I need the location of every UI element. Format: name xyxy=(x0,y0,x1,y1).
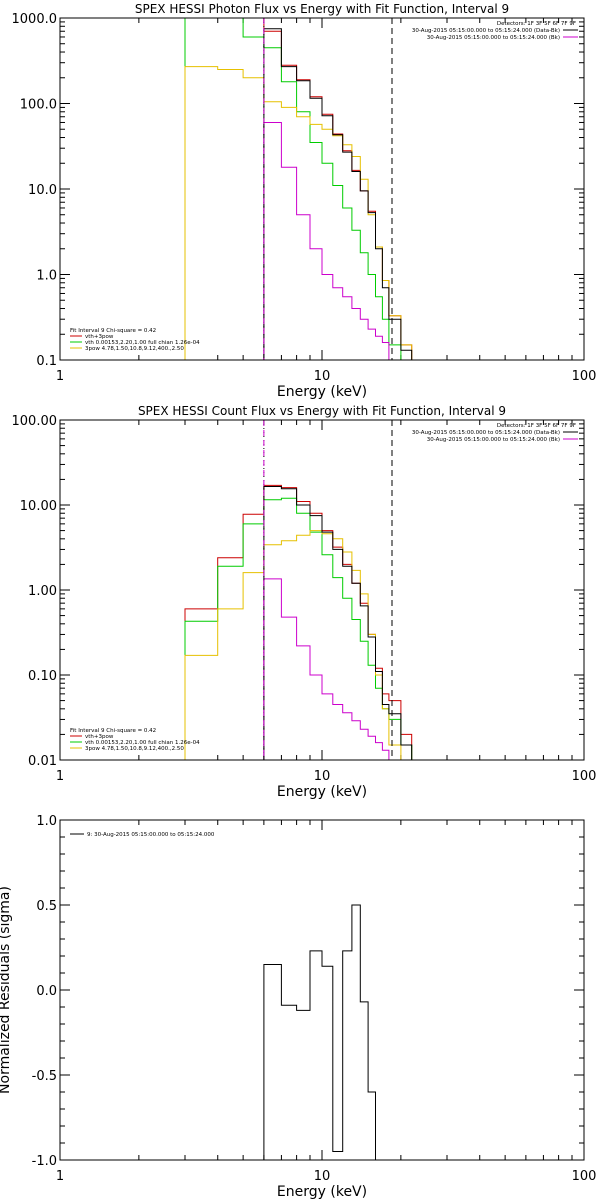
fit-legend-title: Fit Interval 9 Chi-square = 0.42 xyxy=(70,328,156,334)
photon-flux-panel: SPEX HESSI Photon Flux vs Energy with Fi… xyxy=(12,2,597,400)
time-range-label: 30-Aug-2015 05:15:00.000 to 05:15:24.000… xyxy=(427,35,560,41)
time-range-label: 30-Aug-2015 05:15:00.000 to 05:15:24.000… xyxy=(427,437,560,443)
series-line-vth xyxy=(184,497,427,760)
series-line-bk xyxy=(263,122,390,360)
y-tick-label: 10.0 xyxy=(28,183,57,198)
plot-area xyxy=(184,420,427,760)
x-axis-label: Energy (keV) xyxy=(277,384,367,400)
plot-frame xyxy=(59,17,585,361)
legend-label: vth+3pow xyxy=(85,734,114,740)
x-axis-label: Energy (keV) xyxy=(277,784,367,800)
y-tick-label: 1.00 xyxy=(28,584,57,599)
x-tick-label: 10 xyxy=(314,1169,331,1184)
y-tick-label: 100.00 xyxy=(12,414,58,429)
y-tick-label: 0.5 xyxy=(36,899,57,914)
count-flux-panel: SPEX HESSI Count Flux vs Energy with Fit… xyxy=(12,404,597,800)
time-range-label: 30-Aug-2015 05:15:00.000 to 05:15:24.000… xyxy=(412,430,560,436)
chart-title: SPEX HESSI Count Flux vs Energy with Fit… xyxy=(138,404,506,418)
y-tick-label: 0.01 xyxy=(28,754,57,769)
legend-label: 3pow 4.78,1.50,10.8,9.12,400.,2.50 xyxy=(85,746,184,752)
x-tick-label: 100 xyxy=(572,769,597,784)
time-range-label: 30-Aug-2015 05:15:00.000 to 05:15:24.000… xyxy=(412,28,560,34)
series-line-data-bk xyxy=(263,486,413,760)
y-tick-label: 1.0 xyxy=(36,269,57,284)
y-tick-label: -0.5 xyxy=(32,1069,57,1084)
y-tick-label: 0.1 xyxy=(36,354,57,369)
series-line-bk xyxy=(263,578,390,760)
plot-area xyxy=(263,904,376,1160)
series-line-vth-3pow xyxy=(184,484,427,760)
series-line-3pow xyxy=(184,530,427,760)
x-tick-label: 100 xyxy=(572,1169,597,1184)
y-tick-label: -1.0 xyxy=(32,1154,57,1169)
series-line-data-bk xyxy=(263,28,413,360)
fit-legend-title: Fit Interval 9 Chi-square = 0.42 xyxy=(70,728,156,734)
x-axis-label: Energy (keV) xyxy=(277,1184,367,1200)
series-line-9-30-aug-2015-05-15-00-000-to-05-15-24-000 xyxy=(263,904,376,1160)
legend-label: vth 0.00153,2.20,1.00 full chian 1.26e-0… xyxy=(85,340,200,346)
legend-label: vth 0.00153,2.20,1.00 full chian 1.26e-0… xyxy=(85,740,200,746)
y-tick-label: 100.0 xyxy=(20,98,57,113)
plot-frame xyxy=(59,419,585,761)
y-axis-label: Normalized Residuals (sigma) xyxy=(0,886,13,1094)
x-tick-label: 1 xyxy=(56,769,64,784)
x-tick-label: 10 xyxy=(314,369,331,384)
x-tick-label: 10 xyxy=(314,769,331,784)
y-tick-label: 0.10 xyxy=(28,669,57,684)
plot-frame xyxy=(59,819,585,1161)
y-tick-label: 10.00 xyxy=(20,499,57,514)
chart-title: SPEX HESSI Photon Flux vs Energy with Fi… xyxy=(135,2,509,16)
legend-label: vth+3pow xyxy=(85,334,114,340)
y-tick-label: 1.0 xyxy=(36,814,57,829)
plot-area xyxy=(184,18,427,360)
y-tick-label: 1000.0 xyxy=(12,12,58,27)
series-line-3pow xyxy=(184,66,427,360)
x-tick-label: 1 xyxy=(56,1169,64,1184)
legend-label: 9: 30-Aug-2015 05:15:00.000 to 05:15:24.… xyxy=(87,832,215,838)
residuals-panel: 1 10 100 -1.0 -0.5 0.0 0.5 1.0 Energy (keV) Norma… xyxy=(0,814,596,1200)
detectors-label: Detectors: 1F 3F 5F 6F 7F 9F xyxy=(497,21,576,27)
legend-label: 3pow 4.78,1.50,10.8,9.12,400.,2.50 xyxy=(85,346,184,352)
y-tick-label: 0.0 xyxy=(36,984,57,999)
x-tick-label: 1 xyxy=(56,369,64,384)
x-tick-label: 100 xyxy=(572,369,597,384)
detectors-label: Detectors: 1F 3F 5F 6F 7F 9F xyxy=(497,423,576,429)
